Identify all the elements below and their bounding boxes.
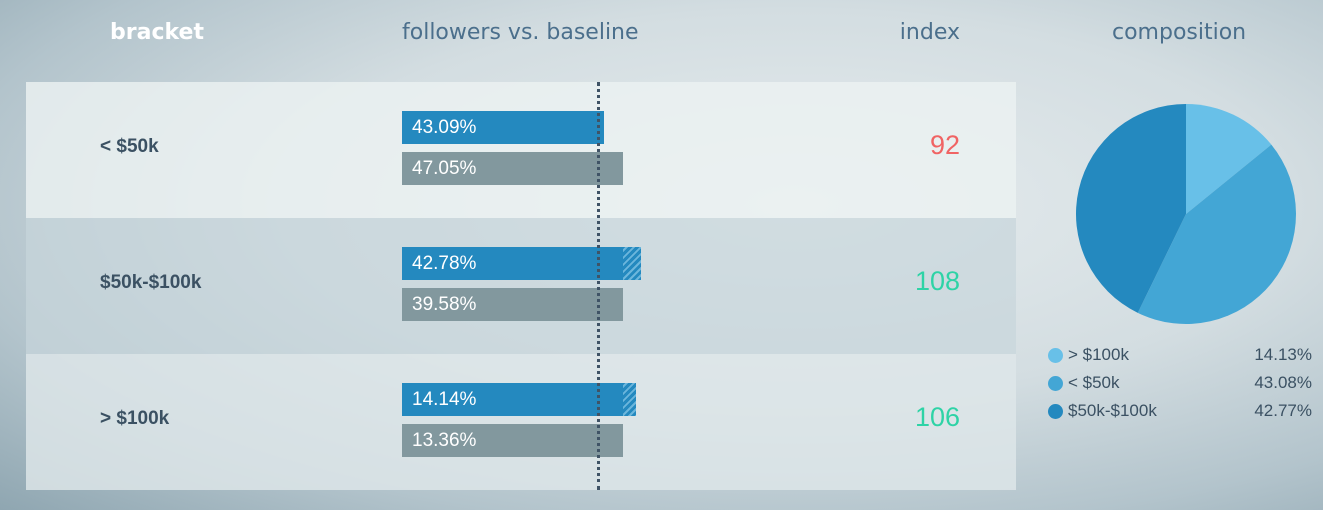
pie-slice bbox=[1076, 104, 1186, 313]
pie-slice bbox=[1137, 144, 1296, 324]
legend-label: > $100k bbox=[1068, 345, 1129, 364]
legend-percent: 42.77% bbox=[1254, 401, 1312, 420]
header-composition: composition bbox=[1112, 20, 1247, 45]
bracket-label: $50k-$100k bbox=[100, 272, 202, 293]
legend-item: < $50k 43.08% bbox=[1048, 371, 1318, 399]
baseline-bar: 39.58% bbox=[402, 288, 623, 321]
composition-legend: > $100k 14.13% < $50k 43.08% $50k-$100k … bbox=[1048, 343, 1318, 427]
baseline-reference-line bbox=[597, 82, 600, 490]
index-value: 92 bbox=[929, 130, 960, 160]
legend-item: $50k-$100k 42.77% bbox=[1048, 399, 1318, 427]
pie-slice bbox=[1186, 104, 1272, 214]
header-followers-vs-baseline: followers vs. baseline bbox=[402, 20, 639, 45]
legend-percent: 14.13% bbox=[1254, 345, 1312, 364]
legend-swatch bbox=[1048, 348, 1063, 363]
legend-label: $50k-$100k bbox=[1068, 401, 1157, 420]
baseline-bar: 13.36% bbox=[402, 424, 623, 457]
index-value: 108 bbox=[914, 266, 960, 296]
table-row: < $50k 43.09% 47.05% 92 bbox=[26, 82, 1016, 218]
legend-label: < $50k bbox=[1068, 373, 1120, 392]
composition-pie-chart bbox=[1075, 103, 1297, 330]
table-row: > $100k 14.14% 13.36% 106 bbox=[26, 354, 1016, 490]
legend-percent: 43.08% bbox=[1254, 373, 1312, 392]
bracket-label: > $100k bbox=[100, 408, 170, 429]
followers-bar: 42.78% bbox=[402, 247, 641, 280]
header-index: index bbox=[899, 20, 960, 45]
table-row: $50k-$100k 42.78% 39.58% 108 bbox=[26, 218, 1016, 354]
legend-item: > $100k 14.13% bbox=[1048, 343, 1318, 371]
followers-bar: 43.09% bbox=[402, 111, 605, 144]
followers-bar: 14.14% bbox=[402, 383, 636, 416]
index-value: 106 bbox=[914, 402, 960, 432]
legend-swatch bbox=[1048, 376, 1063, 391]
header-bracket: bracket bbox=[110, 20, 204, 45]
bracket-table: < $50k 43.09% 47.05% 92 $50k-$100k 42.78… bbox=[26, 82, 1016, 490]
baseline-bar: 47.05% bbox=[402, 152, 623, 185]
bracket-label: < $50k bbox=[100, 136, 159, 157]
legend-swatch bbox=[1048, 404, 1063, 419]
